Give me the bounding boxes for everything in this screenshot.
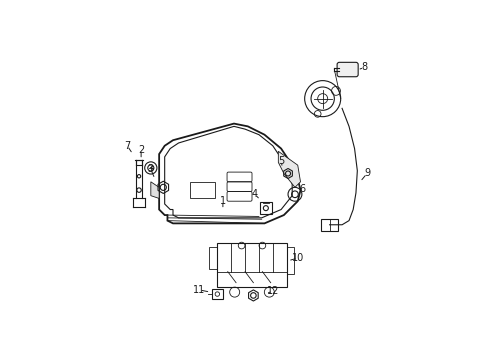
Bar — [286, 247, 294, 274]
Bar — [259, 202, 271, 214]
Polygon shape — [278, 151, 300, 187]
Text: 6: 6 — [299, 184, 305, 194]
Bar — [321, 219, 337, 231]
Text: 4: 4 — [251, 189, 257, 199]
Text: 2: 2 — [138, 145, 144, 155]
Text: 7: 7 — [124, 141, 130, 151]
Text: 10: 10 — [291, 253, 303, 263]
Text: 3: 3 — [147, 164, 154, 174]
Polygon shape — [150, 182, 159, 198]
Bar — [211, 289, 223, 299]
Bar — [189, 182, 214, 198]
Text: 12: 12 — [266, 286, 279, 296]
Text: 11: 11 — [193, 285, 205, 295]
Text: 5: 5 — [277, 156, 284, 166]
Text: 9: 9 — [363, 168, 369, 179]
Text: 8: 8 — [361, 62, 366, 72]
Bar — [217, 243, 286, 287]
Bar — [208, 247, 217, 269]
FancyBboxPatch shape — [336, 62, 357, 77]
Text: 1: 1 — [220, 196, 225, 206]
